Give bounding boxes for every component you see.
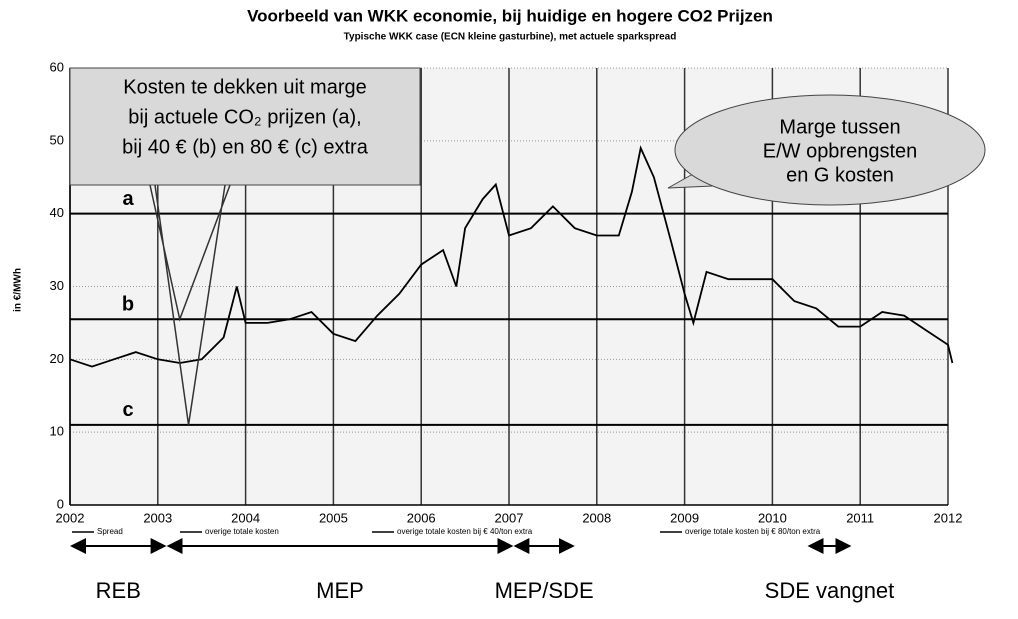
x-tick-label: 2012 — [934, 510, 963, 525]
callout-text: bij actuele CO₂ prijzen (a), — [128, 106, 361, 128]
callout-box — [69, 67, 421, 186]
level-label: c — [122, 399, 133, 421]
legend-label: overige totale kosten bij € 40/ton extra — [397, 527, 533, 536]
x-tick-label: 2009 — [670, 510, 699, 525]
x-tick-label: 2010 — [758, 510, 787, 525]
y-tick-label: 60 — [50, 59, 64, 74]
x-tick-label: 2004 — [231, 510, 260, 525]
legend-label: overige totale kosten — [205, 527, 279, 536]
period-label: MEP/SDE — [495, 578, 594, 603]
callout-text: en G kosten — [786, 164, 894, 186]
x-tick-label: 2007 — [495, 510, 524, 525]
period-label: SDE vangnet — [765, 578, 895, 603]
y-tick-label: 20 — [50, 351, 64, 366]
callout-text: Kosten te dekken uit marge — [123, 76, 366, 98]
x-tick-label: 2011 — [846, 510, 874, 525]
x-tick-label: 2002 — [56, 510, 85, 525]
callout-text: bij 40 € (b) en 80 € (c) extra — [122, 136, 369, 158]
legend-label: overige totale kosten bij € 80/ton extra — [685, 527, 821, 536]
y-tick-label: 40 — [50, 205, 64, 220]
legend-label: Spread — [97, 527, 123, 536]
y-axis-label: in €/MWh — [13, 268, 24, 312]
chart-title: Voorbeeld van WKK economie, bij huidige … — [247, 6, 773, 25]
y-tick-label: 30 — [50, 278, 64, 293]
x-tick-label: 2006 — [407, 510, 436, 525]
callout-pointer — [149, 184, 231, 425]
callout-text: E/W opbrengsten — [763, 140, 918, 162]
x-tick-label: 2008 — [582, 510, 611, 525]
callout-text: Marge tussen — [779, 116, 900, 138]
callout-ellipse — [674, 94, 986, 206]
chart-subtitle: Typische WKK case (ECN kleine gasturbine… — [344, 32, 677, 43]
spread-line — [69, 145, 954, 368]
x-tick-label: 2003 — [143, 510, 172, 525]
y-tick-label: 50 — [50, 132, 64, 147]
level-label: b — [122, 294, 134, 316]
y-tick-label: 0 — [57, 496, 64, 511]
y-tick-label: 10 — [50, 424, 64, 439]
period-label: REB — [96, 578, 141, 603]
level-label: a — [122, 188, 134, 210]
x-tick-label: 2005 — [319, 510, 348, 525]
period-label: MEP — [316, 578, 364, 603]
